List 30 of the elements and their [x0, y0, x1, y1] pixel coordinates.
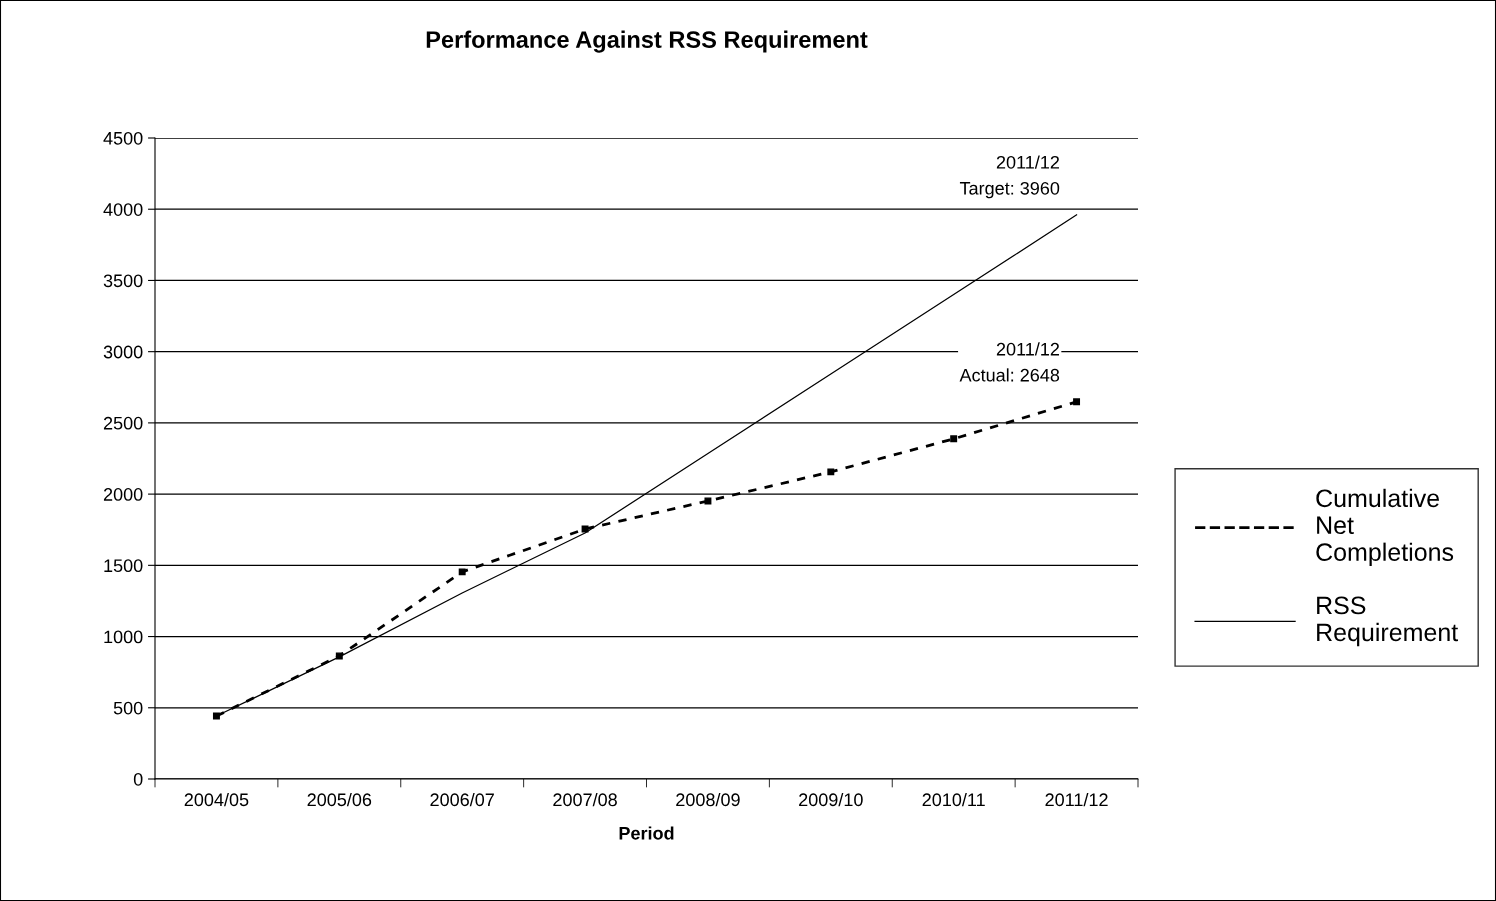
y-tick-label: 4500 [103, 131, 143, 145]
point [212, 712, 220, 720]
y-tick-label: 1500 [104, 559, 143, 573]
y-tick-label: 500 [113, 701, 143, 715]
x-tick-label: 2006/07 [430, 792, 494, 807]
point [827, 468, 835, 476]
annotation: 2011/12 Actual: 2648 [959, 342, 1060, 382]
x-tick-label: 2005/06 [307, 792, 372, 807]
chart-title: Performance Against RSS Requirement [426, 30, 868, 53]
y-tick-label: 3000 [103, 345, 143, 359]
legend-label: Cumulative Net Completions [1316, 488, 1454, 566]
point [1073, 398, 1081, 406]
x-tick-label: 2007/08 [553, 792, 617, 807]
y-tick-label: 0 [133, 772, 143, 786]
x-tick-label: 2008/09 [676, 792, 740, 807]
x-axis-title: Period [619, 826, 674, 840]
point [704, 497, 712, 505]
y-tick-label: 2000 [103, 488, 143, 501]
y-tick-label: 3500 [103, 274, 143, 288]
y-tick-label: 4000 [103, 203, 143, 216]
x-tick-label: 2011/12 [1045, 792, 1108, 807]
point [458, 568, 466, 576]
x-tick-label: 2010/11 [922, 792, 985, 807]
y-tick-label: 2500 [103, 416, 143, 430]
x-tick-label: 2004/05 [184, 792, 249, 807]
legend-label: RSS Requirement [1317, 596, 1459, 647]
x-tick-label: 2009/10 [799, 792, 863, 807]
annotation: 2011/12 Target: 3960 [959, 155, 1060, 199]
y-tick-label: 1000 [104, 630, 143, 644]
point [950, 435, 958, 443]
